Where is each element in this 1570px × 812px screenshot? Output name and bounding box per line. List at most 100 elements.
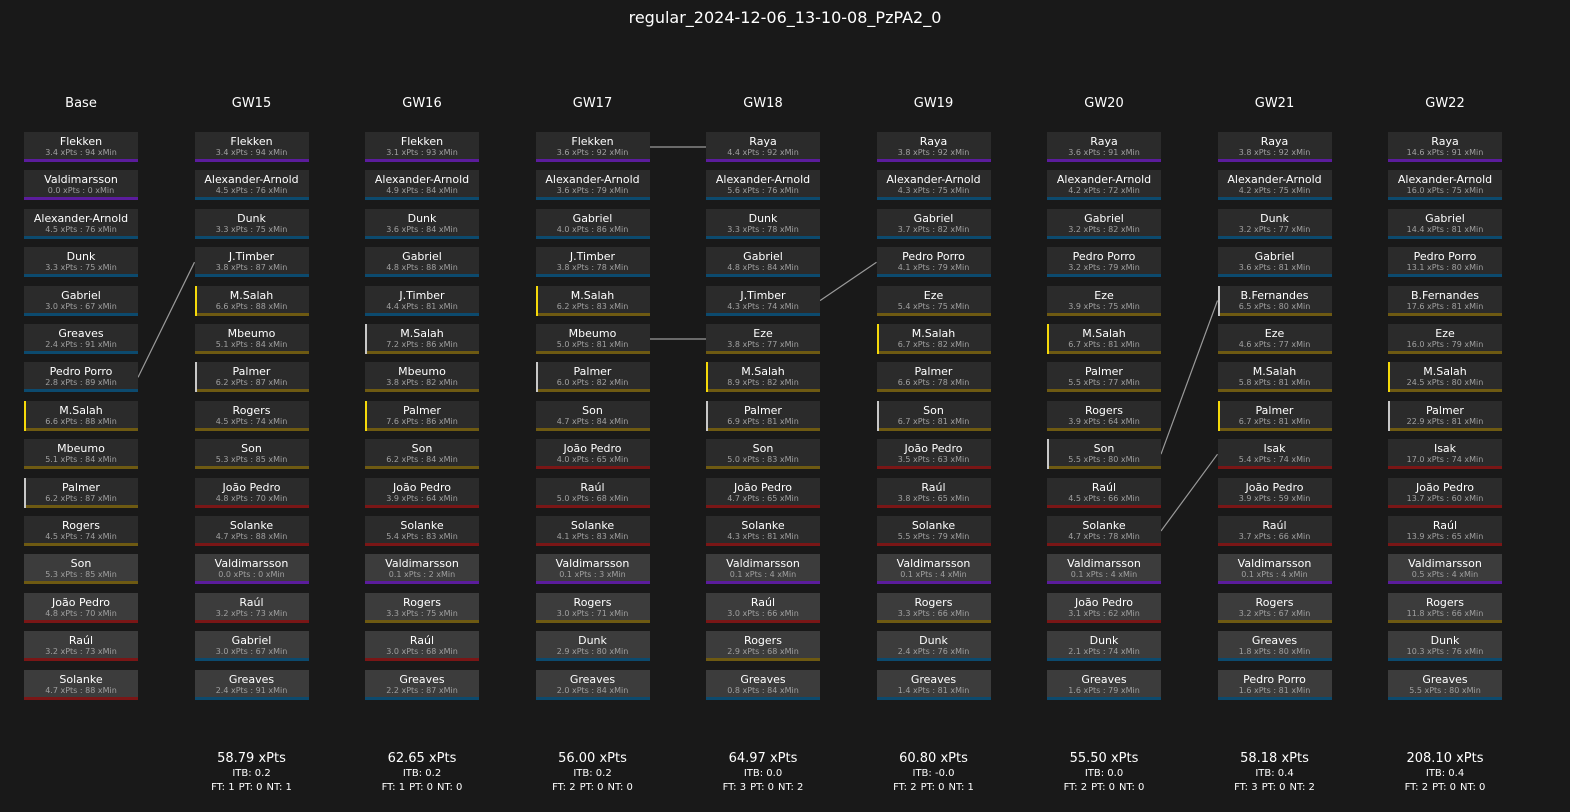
player-stats: 5.3 xPts : 85 xMin: [215, 455, 288, 465]
player-name: M.Salah: [1423, 365, 1467, 379]
player-stats: 4.5 xPts : 76 xMin: [45, 224, 117, 234]
player-stats: 22.9 xPts : 81 xMin: [1406, 416, 1484, 426]
team-color-bar: [24, 235, 138, 239]
team-color-bar: [365, 504, 479, 508]
player-card: Solanke 4.7 xPts : 78 xMin: [1047, 516, 1161, 546]
player-stats: 5.6 xPts : 76 xMin: [727, 186, 799, 196]
vice-captain-marker: [194, 362, 197, 393]
transfer-line: [1160, 300, 1219, 455]
team-color-bar: [1047, 351, 1161, 354]
team-color-bar: [1047, 159, 1161, 162]
player-card: Pedro Porro 13.1 xPts : 80 xMin: [1388, 247, 1502, 278]
free-transfers: FT: 2: [893, 782, 917, 793]
player-name: Solanke: [400, 519, 444, 532]
gameweek-summary: 208.10 xPts ITB: 0.4 FT: 2 PT: 0 NT: 0: [1368, 750, 1522, 795]
bench-player-card: Solanke 4.7 xPts : 88 xMin: [24, 669, 138, 700]
player-name: Dunk: [66, 250, 96, 264]
player-name: Solanke: [741, 519, 785, 532]
player-stats: 3.0 xPts : 71 xMin: [556, 608, 629, 618]
player-stats: 4.3 xPts : 81 xMin: [727, 532, 799, 541]
player-card: João Pedro 3.9 xPts : 59 xMin: [1217, 477, 1332, 508]
player-card: João Pedro 4.8 xPts : 70 xMin: [194, 477, 309, 508]
team-color-bar: [706, 427, 820, 431]
team-color-bar: [24, 504, 138, 508]
player-card: Dunk 3.2 xPts : 77 xMin: [1217, 208, 1332, 239]
player-stats: 3.8 xPts : 92 xMin: [897, 148, 970, 157]
player-stats: 3.3 xPts : 75 xMin: [45, 263, 117, 273]
player-card: Raya 3.8 xPts : 92 xMin: [1217, 132, 1332, 162]
team-color-bar: [1217, 504, 1332, 508]
bench-player-card: Valdimarsson 0.1 xPts : 4 xMin: [1047, 554, 1161, 585]
team-color-bar: [1217, 658, 1332, 662]
team-color-bar: [1217, 274, 1332, 278]
team-color-bar: [1217, 696, 1332, 700]
player-name: M.Salah: [1082, 327, 1126, 340]
player-card: Alexander-Arnold 5.6 xPts : 76 xMin: [706, 170, 820, 201]
player-name: Valdimarsson: [1237, 557, 1312, 571]
net-transfers: NT: 1: [266, 782, 292, 793]
team-color-bar: [1388, 543, 1502, 546]
player-card: Raúl 5.0 xPts : 68 xMin: [535, 477, 650, 508]
player-card: Pedro Porro 3.2 xPts : 79 xMin: [1047, 247, 1161, 278]
team-color-bar: [535, 658, 650, 662]
bench-player-card: João Pedro 3.1 xPts : 62 xMin: [1047, 592, 1161, 623]
bench-player-card: Rogers 3.3 xPts : 66 xMin: [876, 592, 991, 623]
player-name: Eze: [923, 288, 944, 302]
player-stats: 3.3 xPts : 66 xMin: [897, 608, 970, 618]
player-stats: 3.9 xPts : 59 xMin: [1238, 493, 1311, 503]
player-name: Raúl: [580, 480, 605, 494]
player-stats: 14.4 xPts : 81 xMin: [1406, 224, 1484, 234]
player-name: Flekken: [230, 135, 273, 148]
bench-player-card: Pedro Porro 1.6 xPts : 81 xMin: [1217, 669, 1332, 700]
player-stats: 14.6 xPts : 91 xMin: [1406, 148, 1484, 157]
team-color-bar: [1217, 466, 1332, 470]
team-color-bar: [876, 197, 991, 201]
captain-marker: [706, 362, 708, 393]
player-card: Palmer 7.6 xPts : 86 xMin: [365, 400, 479, 431]
player-name: Eze: [753, 327, 773, 340]
team-color-bar: [24, 159, 138, 162]
player-name: Dunk: [1430, 634, 1460, 648]
player-card: M.Salah 5.8 xPts : 81 xMin: [1217, 362, 1332, 393]
player-name: Palmer: [1085, 365, 1123, 379]
bench-player-card: Rogers 3.0 xPts : 71 xMin: [535, 592, 650, 623]
player-stats: 17.6 xPts : 81 xMin: [1406, 301, 1484, 311]
bench-player-card: Greaves 0.8 xPts : 84 xMin: [706, 669, 820, 700]
player-stats: 3.3 xPts : 75 xMin: [386, 608, 458, 618]
player-card: Son 6.7 xPts : 81 xMin: [876, 400, 991, 431]
in-the-bank: ITB: 0.4: [1425, 768, 1465, 779]
in-the-bank: ITB: 0.4: [1255, 768, 1294, 779]
player-name: Isak: [1433, 442, 1457, 456]
player-name: Gabriel: [572, 211, 613, 225]
player-name: João Pedro: [1075, 595, 1133, 609]
team-color-bar: [706, 389, 820, 393]
team-color-bar: [1047, 427, 1161, 431]
player-stats: 5.0 xPts : 81 xMin: [556, 340, 629, 349]
player-stats: 16.0 xPts : 75 xMin: [1406, 186, 1484, 196]
player-name: Alexander-Arnold: [374, 173, 470, 187]
team-color-bar: [24, 389, 138, 393]
player-stats: 5.3 xPts : 85 xMin: [45, 570, 117, 580]
player-card: Gabriel 3.2 xPts : 82 xMin: [1047, 208, 1161, 239]
player-name: Greaves: [58, 327, 104, 340]
player-name: Raúl: [239, 595, 264, 609]
team-color-bar: [1388, 581, 1502, 585]
team-color-bar: [1217, 159, 1332, 162]
player-card: Rogers 4.5 xPts : 74 xMin: [194, 400, 309, 431]
team-color-bar: [706, 658, 820, 662]
player-name: Rogers: [1426, 595, 1464, 609]
player-name: Flekken: [571, 135, 614, 148]
player-stats: 6.7 xPts : 81 xMin: [1068, 340, 1140, 349]
paid-transfers: PT: 0: [1261, 782, 1286, 793]
team-color-bar: [24, 696, 138, 700]
player-stats: 3.9 xPts : 64 xMin: [386, 493, 458, 503]
player-name: Alexander-Arnold: [1397, 173, 1493, 187]
player-stats: 6.2 xPts : 84 xMin: [386, 455, 458, 465]
player-stats: 5.4 xPts : 75 xMin: [897, 301, 970, 311]
player-stats: 4.5 xPts : 74 xMin: [215, 416, 288, 426]
player-name: Alexander-Arnold: [886, 173, 981, 187]
player-stats: 4.4 xPts : 81 xMin: [386, 301, 458, 311]
player-stats: 6.6 xPts : 78 xMin: [897, 378, 970, 388]
team-color-bar: [1047, 619, 1161, 623]
